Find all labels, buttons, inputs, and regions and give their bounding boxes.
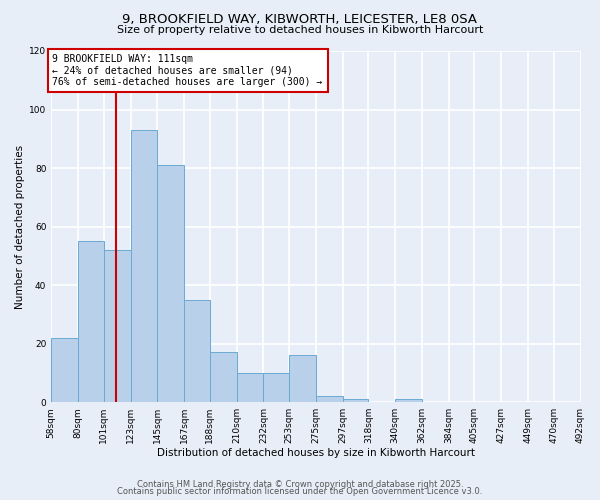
- Bar: [184, 300, 210, 402]
- Bar: [343, 399, 368, 402]
- Y-axis label: Number of detached properties: Number of detached properties: [15, 144, 25, 308]
- Text: 9, BROOKFIELD WAY, KIBWORTH, LEICESTER, LE8 0SA: 9, BROOKFIELD WAY, KIBWORTH, LEICESTER, …: [122, 12, 478, 26]
- Bar: [104, 250, 131, 402]
- X-axis label: Distribution of detached houses by size in Kibworth Harcourt: Distribution of detached houses by size …: [157, 448, 475, 458]
- Bar: [157, 165, 184, 402]
- Bar: [395, 399, 422, 402]
- Text: Contains HM Land Registry data © Crown copyright and database right 2025.: Contains HM Land Registry data © Crown c…: [137, 480, 463, 489]
- Bar: [131, 130, 157, 402]
- Text: Size of property relative to detached houses in Kibworth Harcourt: Size of property relative to detached ho…: [117, 25, 483, 35]
- Bar: [289, 356, 316, 402]
- Bar: [78, 241, 104, 402]
- Bar: [263, 373, 289, 402]
- Bar: [316, 396, 343, 402]
- Bar: [51, 338, 78, 402]
- Text: Contains public sector information licensed under the Open Government Licence v3: Contains public sector information licen…: [118, 488, 482, 496]
- Bar: [236, 373, 263, 402]
- Text: 9 BROOKFIELD WAY: 111sqm
← 24% of detached houses are smaller (94)
76% of semi-d: 9 BROOKFIELD WAY: 111sqm ← 24% of detach…: [52, 54, 323, 87]
- Bar: [210, 352, 236, 402]
